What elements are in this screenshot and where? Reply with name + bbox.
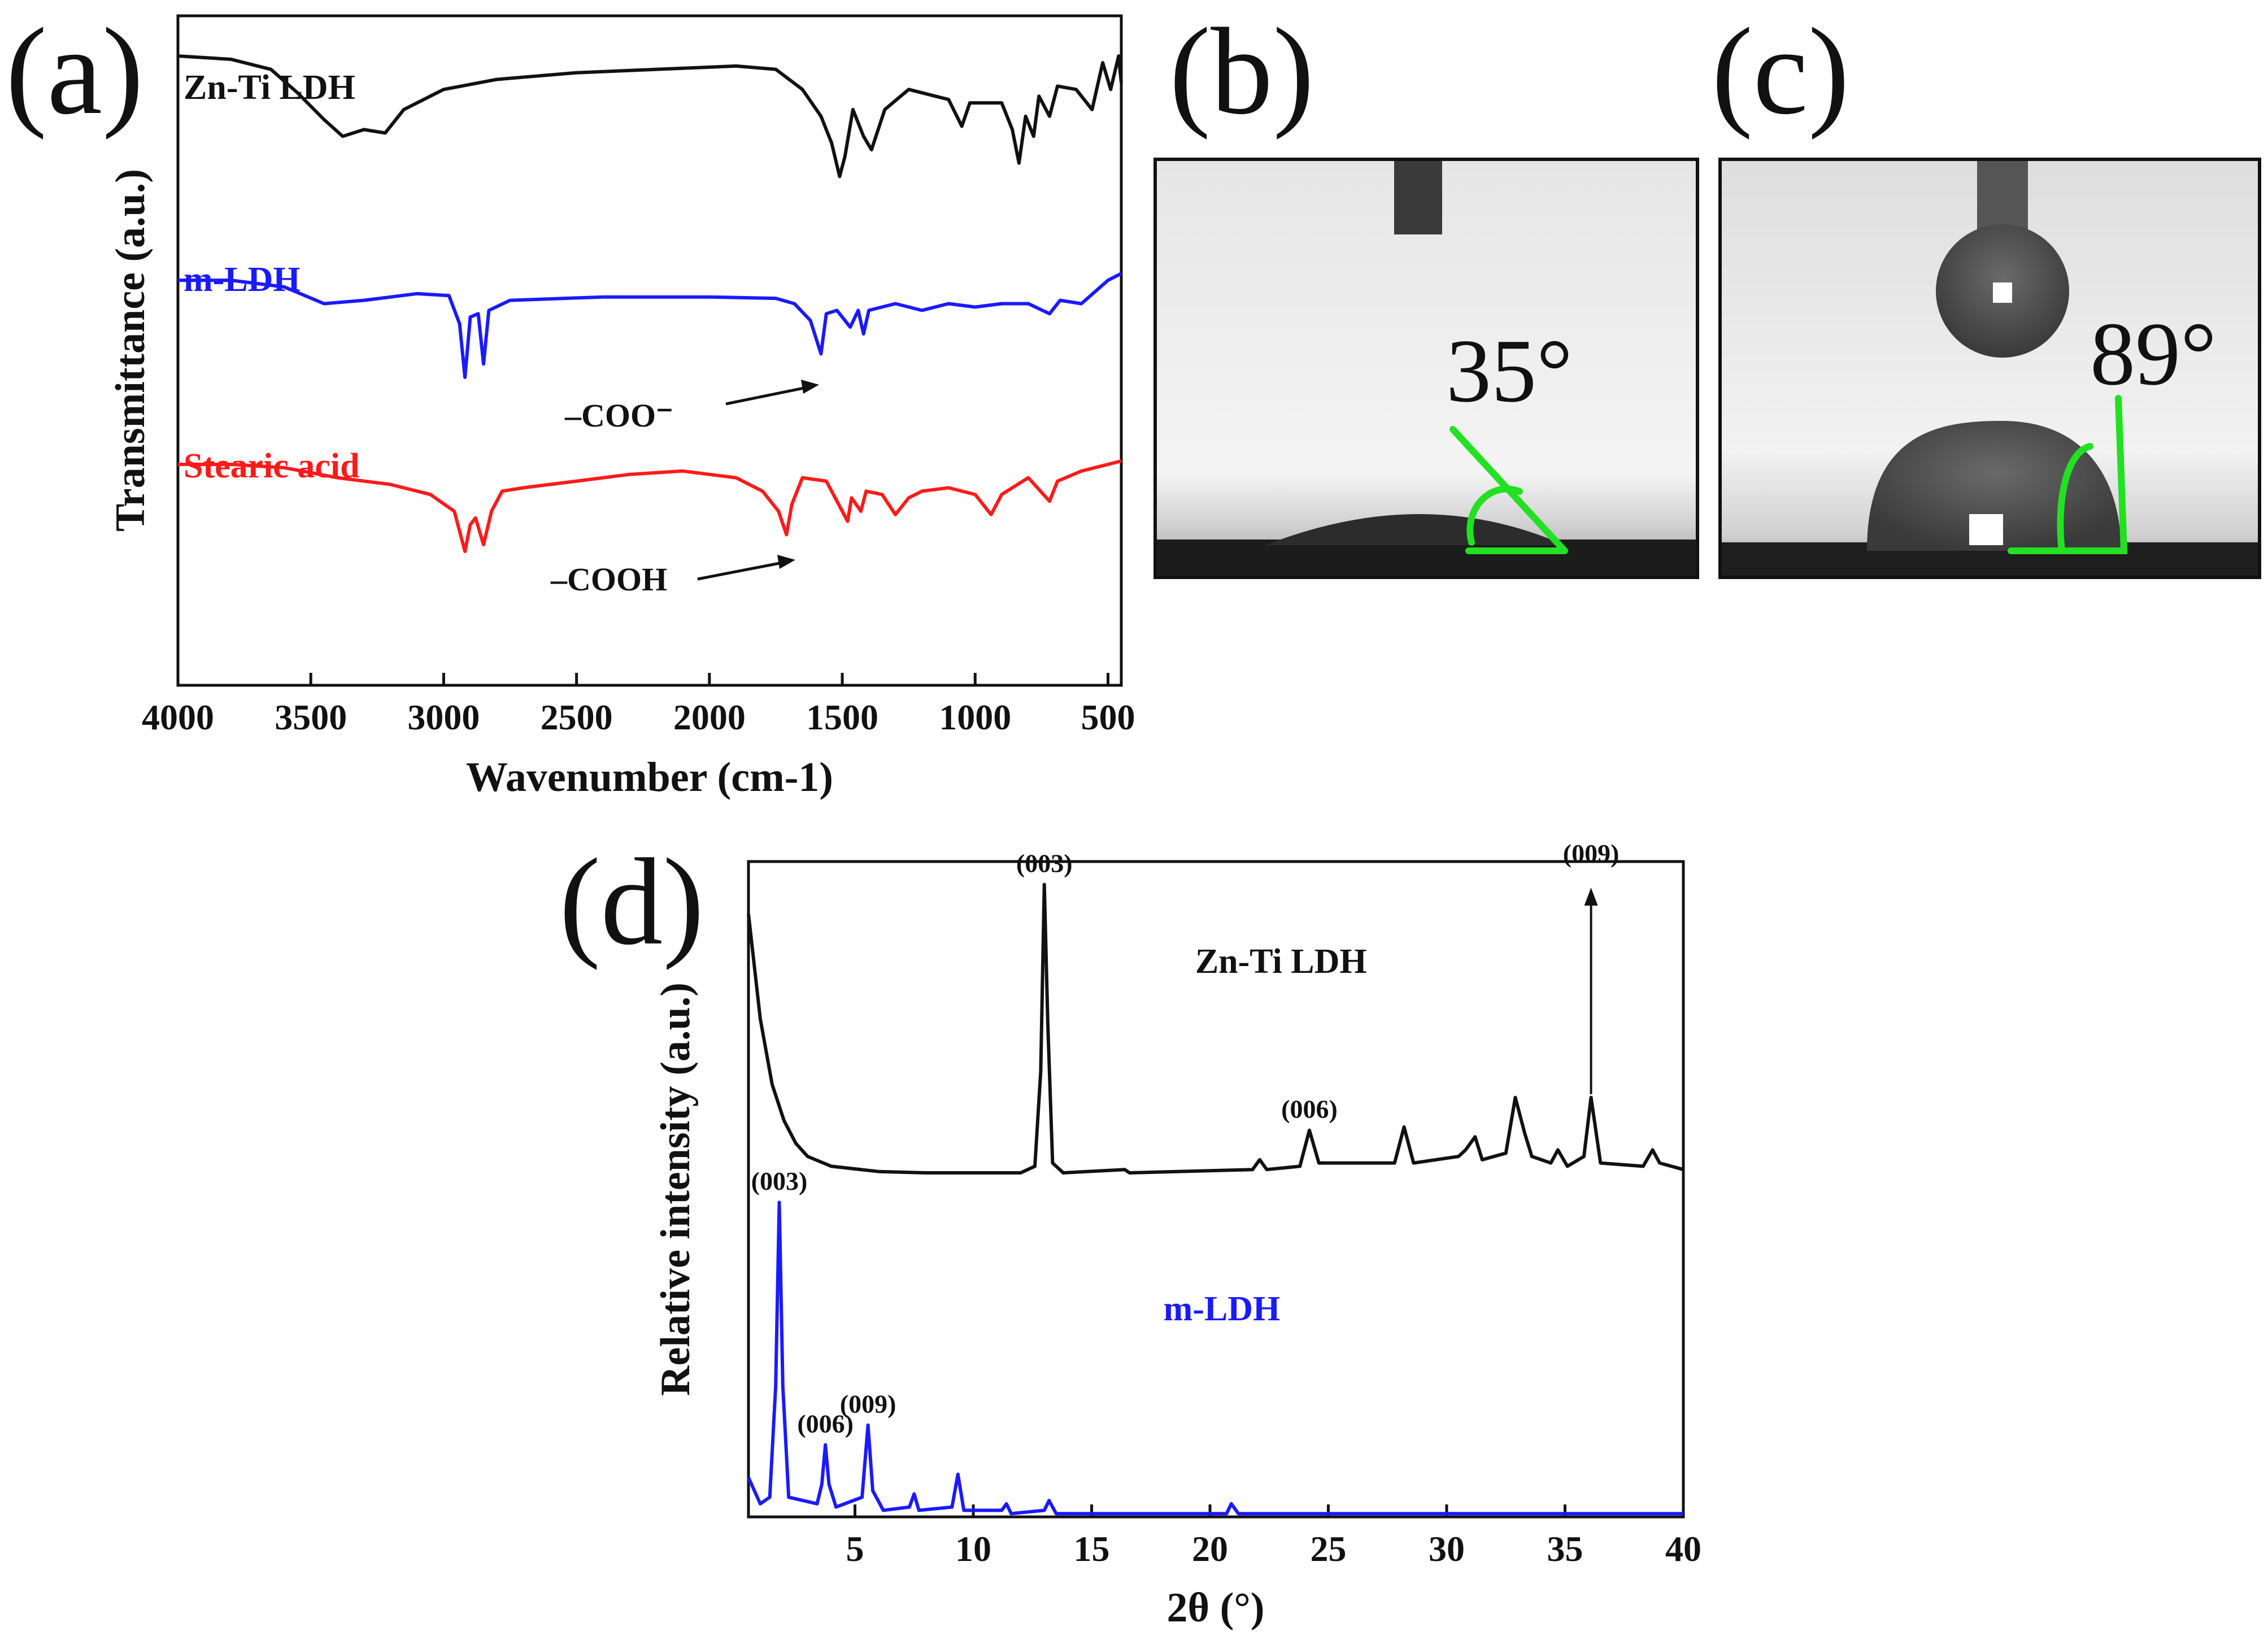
peak-label: (003)	[751, 1167, 808, 1195]
x-tick-label: 4000	[142, 697, 214, 737]
angle-mark-b	[1449, 426, 1568, 554]
x-tick-label: 1000	[939, 697, 1011, 737]
x-tick-label: 35	[1547, 1529, 1583, 1569]
x-tick-label: 3000	[407, 697, 480, 737]
ftir-series-labels: Zn-Ti LDH m-LDH Stearic acid	[184, 68, 360, 485]
annotation-cooh: –COOH	[550, 561, 667, 598]
panel-letter-c: (c)	[1712, 2, 1849, 140]
x-tick-label: 1500	[806, 697, 878, 737]
series-label-zn-ti-ldh: Zn-Ti LDH	[184, 68, 355, 107]
ftir-chart: 4000 3500 3000 2500 2000 1500 1000 500 Zn-Ti LD…	[107, 14, 1135, 801]
panel-letter-d: (d)	[559, 833, 704, 971]
arrowhead-009	[1584, 888, 1598, 906]
x-tick-label: 25	[1311, 1529, 1347, 1569]
series-line-stearic-acid	[178, 459, 1122, 553]
xrd-plot-frame	[747, 860, 1685, 1519]
peak-label: (006)	[797, 1409, 854, 1438]
contact-angle-photo-35: 35°	[1153, 158, 1699, 579]
arrowhead-coo	[801, 380, 819, 394]
panel-letter-b: (b)	[1169, 2, 1314, 140]
peak-label: (006)	[1281, 1095, 1338, 1124]
xrd-x-axis-title: 2θ (°)	[1166, 1585, 1264, 1631]
droplet-b	[1265, 514, 1565, 545]
xrd-series	[747, 882, 1684, 1516]
xrd-series-label: m-LDH	[1164, 1290, 1281, 1328]
ftir-y-axis-title: Transmittance (a.u.)	[107, 169, 154, 532]
x-tick-label: 40	[1665, 1529, 1701, 1569]
peak-label: (009)	[1563, 839, 1620, 868]
x-tick-label: 2500	[541, 697, 613, 737]
arrowhead-cooh	[777, 555, 795, 569]
hanging-drop-highlight	[1993, 282, 2012, 303]
ftir-plot-frame	[176, 14, 1123, 687]
xrd-peak-labels: (003)(006)(009)(003)(006)(009)	[751, 839, 1620, 1438]
xrd-y-axis-title: Relative intensity (a.u.)	[652, 982, 699, 1396]
x-tick-label: 15	[1074, 1529, 1110, 1569]
series-label-stearic-acid: Stearic acid	[184, 447, 360, 485]
droplet-highlight-c	[1969, 514, 2003, 545]
x-tick-label: 2000	[673, 697, 746, 737]
x-tick-label: 3500	[275, 697, 347, 737]
series-line-m-ldh	[747, 1201, 1683, 1516]
ftir-series	[177, 54, 1123, 553]
needle-b	[1394, 161, 1442, 234]
series-label-m-ldh: m-LDH	[184, 260, 301, 299]
series-line-zn-ti-ldh	[177, 54, 1123, 179]
ftir-x-axis-title: Wavenumber (cm-1)	[466, 754, 833, 801]
peak-label: (009)	[840, 1390, 896, 1419]
x-tick-label: 5	[846, 1529, 864, 1569]
xrd-series-labels: Zn-Ti LDH m-LDH	[1164, 942, 1367, 1328]
arrow-coo	[725, 385, 809, 406]
xrd-chart: 5 10 15 20 25 30 35 40 (003)(006)(009)(003)(006…	[652, 839, 1701, 1631]
substrate-b	[1157, 540, 1696, 576]
angle-mark-c	[2008, 395, 2128, 554]
ftir-annotations: –COO⁻ –COOH	[550, 380, 819, 598]
series-line-zn-ti-ldh	[747, 882, 1684, 1175]
x-tick-label: 500	[1081, 697, 1135, 737]
peak-label: (003)	[1016, 849, 1073, 878]
annotation-coo: –COO⁻	[564, 397, 673, 434]
contact-angle-b: 35°	[1446, 320, 1573, 421]
ftir-x-ticks: 4000 3500 3000 2500 2000 1500 1000 500	[142, 673, 1135, 737]
x-tick-label: 30	[1429, 1529, 1465, 1569]
arrow-cooh	[697, 560, 786, 581]
xrd-series-label: Zn-Ti LDH	[1195, 942, 1367, 981]
series-line-m-ldh	[178, 272, 1122, 379]
ftir-x-axis-title-text: Wavenumber (cm-1)	[466, 754, 833, 801]
contact-angle-photo-89: 89°	[1718, 158, 2261, 579]
x-tick-label: 20	[1192, 1529, 1228, 1569]
x-tick-label: 10	[955, 1529, 991, 1569]
panel-letter-a: (a)	[6, 2, 143, 140]
contact-angle-c: 89°	[2090, 303, 2217, 404]
xrd-x-ticks: 5 10 15 20 25 30 35 40	[846, 1504, 1701, 1569]
